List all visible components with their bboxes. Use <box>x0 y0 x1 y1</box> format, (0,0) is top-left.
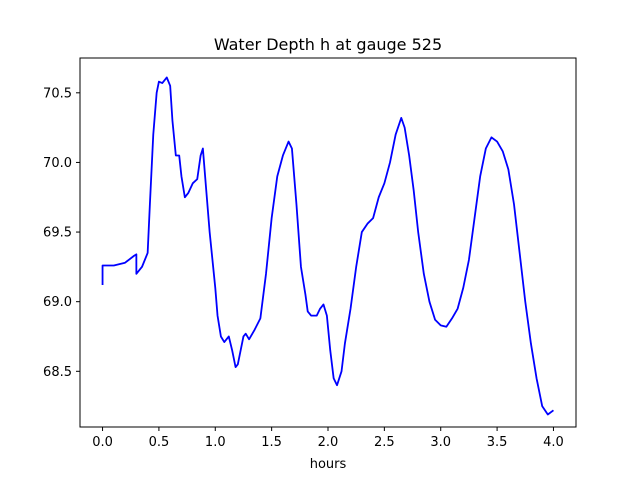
y-tick-label: 70.0 <box>43 156 72 171</box>
chart-title: Water Depth h at gauge 525 <box>214 35 442 54</box>
x-tick-label: 0.0 <box>92 435 113 450</box>
x-tick-label: 0.5 <box>149 435 170 450</box>
series-line-0 <box>101 76 554 416</box>
plot-area: 0.0 0.5 1.0 1.5 2.0 2.5 3.0 3.5 4.0 68.5 69.0 69.5 7… <box>43 57 577 450</box>
x-tick-label: 2.5 <box>374 435 395 450</box>
x-tick-label: 3.0 <box>430 435 451 450</box>
y-tick-label: 69.5 <box>43 226 72 241</box>
y-tick-label: 68.5 <box>43 365 72 380</box>
x-tick-label: 3.5 <box>487 435 508 450</box>
x-tick-label: 4.0 <box>543 435 564 450</box>
x-axis-label: hours <box>310 457 347 472</box>
x-tick-label: 1.0 <box>205 435 226 450</box>
y-tick-label: 70.5 <box>43 86 72 101</box>
x-tick-label: 1.5 <box>261 435 282 450</box>
x-tick-label: 2.0 <box>318 435 339 450</box>
y-tick-label: 69.0 <box>43 295 72 310</box>
